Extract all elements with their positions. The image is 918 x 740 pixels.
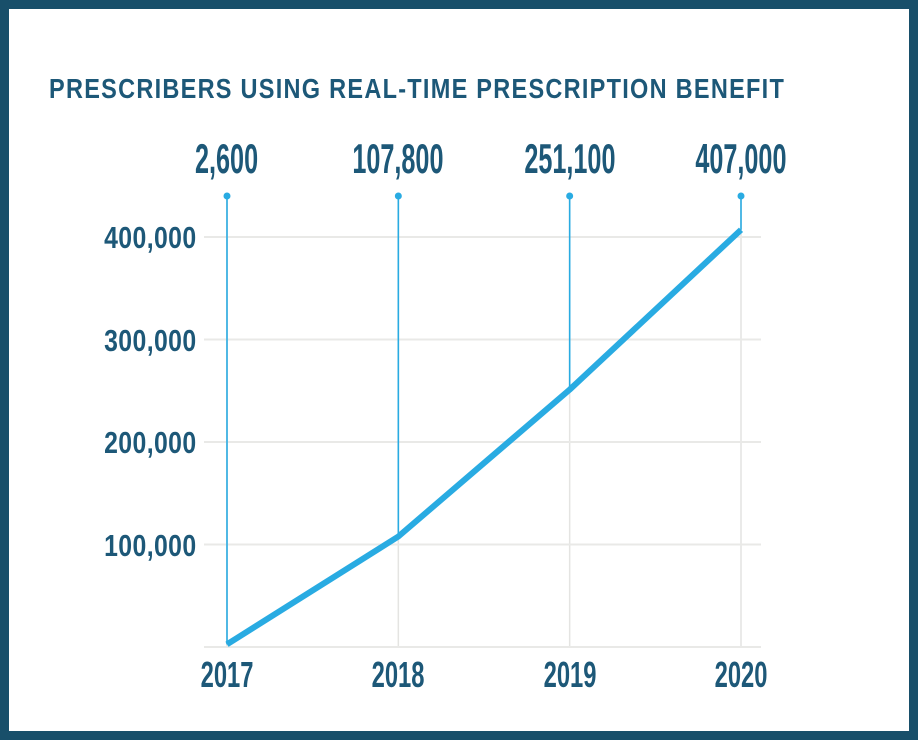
data-point-dot	[223, 192, 231, 200]
chart-title: PRESCRIBERS USING REAL-TIME PRESCRIPTION…	[49, 73, 786, 104]
data-point-dot	[394, 192, 402, 200]
data-point-dot	[566, 192, 574, 200]
line-chart-canvas	[204, 192, 761, 648]
trend-line	[225, 227, 744, 647]
data-point-dot	[737, 192, 745, 200]
